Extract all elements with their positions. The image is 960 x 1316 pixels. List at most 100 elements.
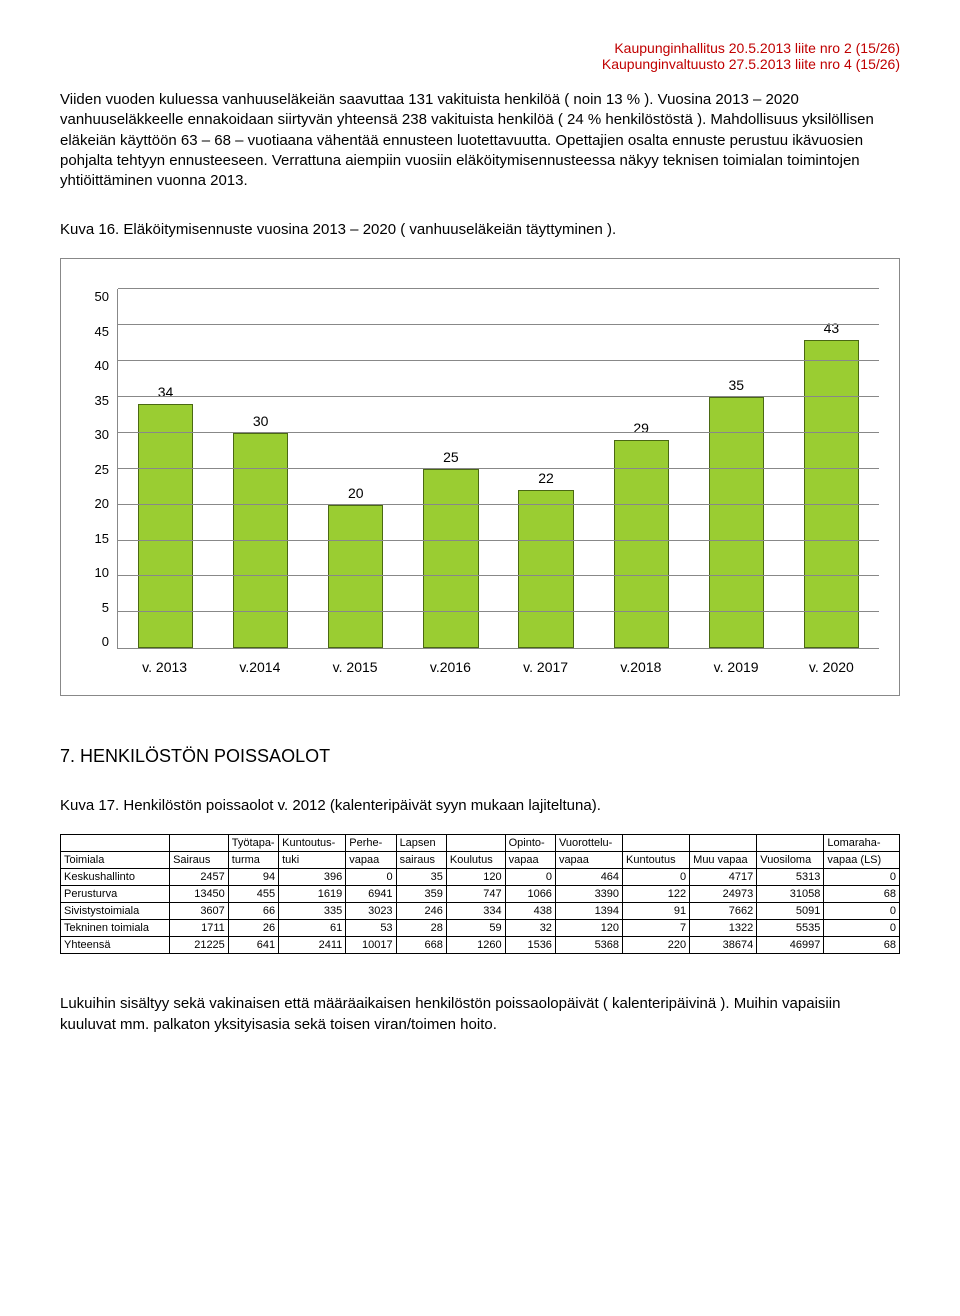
table-header-cell: Vuosiloma: [757, 852, 824, 869]
table-header-cell: Toimiala: [61, 852, 170, 869]
table-header-cell: [690, 835, 757, 852]
table-cell: 53: [346, 920, 396, 937]
table-cell: 220: [623, 937, 690, 954]
table-cell: 59: [446, 920, 505, 937]
grid-line: [118, 396, 879, 397]
table-cell: Sivistystoimiala: [61, 903, 170, 920]
y-tick: 30: [95, 427, 109, 442]
grid-line: [118, 504, 879, 505]
table-cell: 438: [505, 903, 555, 920]
section-7-title: 7. HENKILÖSTÖN POISSAOLOT: [60, 746, 900, 767]
table-header-cell: Työtapa-: [228, 835, 278, 852]
table-cell: 747: [446, 886, 505, 903]
table-cell: 396: [279, 869, 346, 886]
bar-slot: 43: [784, 289, 879, 648]
y-tick: 40: [95, 358, 109, 373]
x-tick: v. 2013: [117, 649, 212, 675]
table-row: Sivistystoimiala360766335302324633443813…: [61, 903, 900, 920]
bar: [518, 490, 573, 648]
table-cell: 0: [824, 903, 900, 920]
y-tick: 0: [102, 634, 109, 649]
table-cell: 1066: [505, 886, 555, 903]
table-cell: 122: [623, 886, 690, 903]
table-cell: 61: [279, 920, 346, 937]
table-header-cell: Lapsen: [396, 835, 446, 852]
table-cell: 2457: [170, 869, 229, 886]
table-cell: 68: [824, 937, 900, 954]
table-cell: 0: [824, 920, 900, 937]
table-cell: 2411: [279, 937, 346, 954]
table-cell: 335: [279, 903, 346, 920]
grid-line: [118, 611, 879, 612]
table-cell: 5313: [757, 869, 824, 886]
bar-value-label: 30: [253, 413, 269, 429]
bar-slot: 34: [118, 289, 213, 648]
table-header-cell: tuki: [279, 852, 346, 869]
table-cell: 641: [228, 937, 278, 954]
table-cell: 5535: [757, 920, 824, 937]
table-cell: 24973: [690, 886, 757, 903]
table-cell: 668: [396, 937, 446, 954]
header-line-2: Kaupunginvaltuusto 27.5.2013 liite nro 4…: [60, 56, 900, 72]
table-cell: 7: [623, 920, 690, 937]
bar-slot: 25: [403, 289, 498, 648]
figure-17-caption: Kuva 17. Henkilöstön poissaolot v. 2012 …: [60, 797, 900, 814]
table-cell: 1260: [446, 937, 505, 954]
table-cell: 7662: [690, 903, 757, 920]
bar: [423, 469, 478, 649]
table-cell: 1619: [279, 886, 346, 903]
bar-value-label: 25: [443, 449, 459, 465]
bar-value-label: 43: [824, 320, 840, 336]
x-tick: v.2018: [593, 649, 688, 675]
table-cell: 1536: [505, 937, 555, 954]
table-row: Keskushallinto24579439603512004640471753…: [61, 869, 900, 886]
chart-x-axis: v. 2013v.2014v. 2015v.2016v. 2017v.2018v…: [117, 649, 879, 675]
table-cell: 91: [623, 903, 690, 920]
x-tick: v. 2015: [308, 649, 403, 675]
table-row: Yhteensä21225641241110017668126015365368…: [61, 937, 900, 954]
table-header-cell: [170, 835, 229, 852]
x-tick: v.2016: [403, 649, 498, 675]
table-header-cell: vapaa: [505, 852, 555, 869]
table-cell: 68: [824, 886, 900, 903]
bar: [328, 505, 383, 649]
table-header-cell: vapaa (LS): [824, 852, 900, 869]
table-header-row: Työtapa-Kuntoutus-Perhe-LapsenOpinto-Vuo…: [61, 835, 900, 852]
table-header-cell: Vuorottelu-: [555, 835, 622, 852]
table-cell: 26: [228, 920, 278, 937]
table-header-cell: Opinto-: [505, 835, 555, 852]
table-cell: 359: [396, 886, 446, 903]
table-cell: 1711: [170, 920, 229, 937]
table-cell: 455: [228, 886, 278, 903]
table-header-cell: [446, 835, 505, 852]
table-header-cell: [623, 835, 690, 852]
retirement-forecast-chart: 50454035302520151050 3430202522293543 v.…: [60, 258, 900, 696]
bar-value-label: 22: [538, 470, 554, 486]
table-cell: Yhteensä: [61, 937, 170, 954]
bar-value-label: 29: [633, 420, 649, 436]
table-cell: 4717: [690, 869, 757, 886]
table-cell: 10017: [346, 937, 396, 954]
table-cell: 1394: [555, 903, 622, 920]
y-tick: 50: [95, 289, 109, 304]
table-header-cell: vapaa: [555, 852, 622, 869]
table-cell: 1322: [690, 920, 757, 937]
table-cell: 0: [505, 869, 555, 886]
table-cell: 31058: [757, 886, 824, 903]
table-header-cell: Koulutus: [446, 852, 505, 869]
table-header-cell: sairaus: [396, 852, 446, 869]
bar-value-label: 35: [729, 377, 745, 393]
table-cell: 334: [446, 903, 505, 920]
table-cell: 5368: [555, 937, 622, 954]
table-cell: 35: [396, 869, 446, 886]
table-header-cell: vapaa: [346, 852, 396, 869]
table-cell: 0: [824, 869, 900, 886]
grid-line: [118, 288, 879, 289]
table-cell: 21225: [170, 937, 229, 954]
table-cell: Tekninen toimiala: [61, 920, 170, 937]
table-cell: 0: [346, 869, 396, 886]
figure-16-caption: Kuva 16. Eläköitymisennuste vuosina 2013…: [60, 221, 900, 238]
bar-slot: 30: [213, 289, 308, 648]
table-header-cell: Kuntoutus: [623, 852, 690, 869]
grid-line: [118, 575, 879, 576]
